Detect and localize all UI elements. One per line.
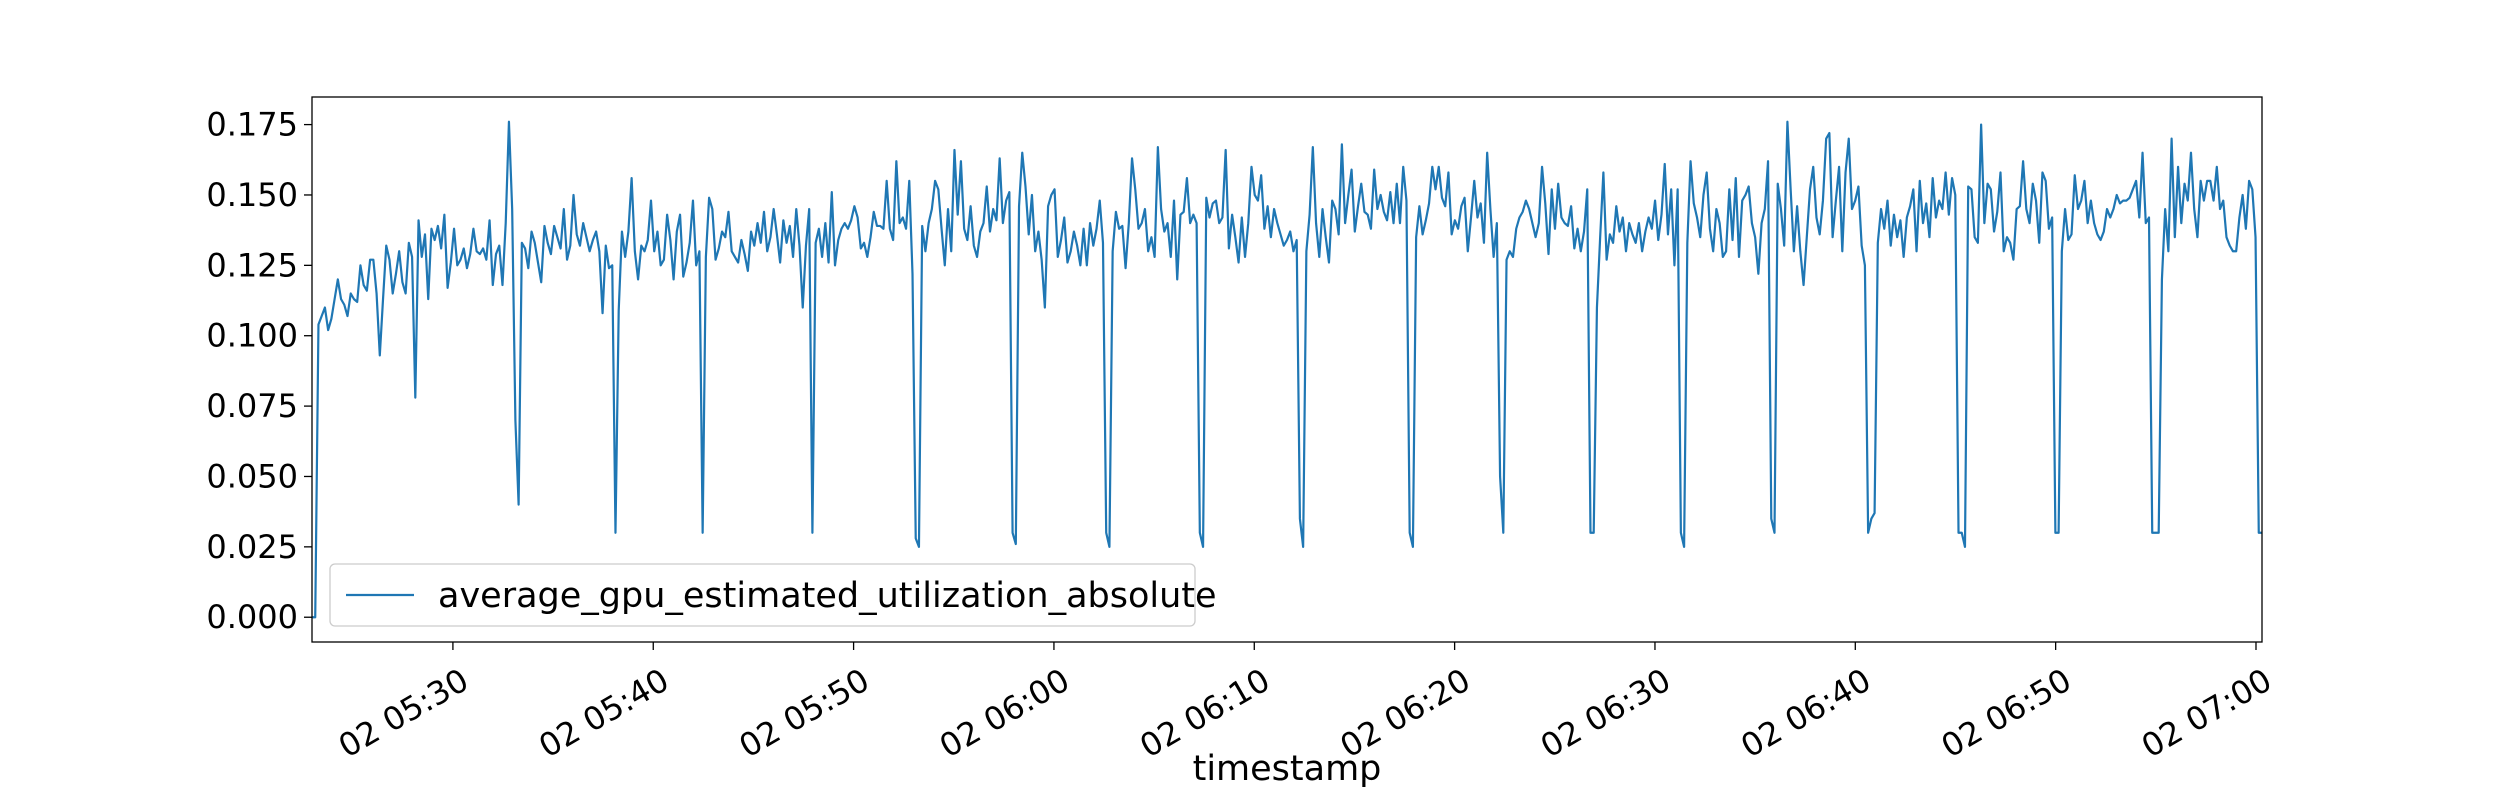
legend-label: average_gpu_estimated_utilization_absolu… <box>438 576 1217 616</box>
y-tick-label: 0.150 <box>206 176 298 214</box>
y-tick-label: 0.050 <box>206 457 298 495</box>
y-tick-label: 0.000 <box>206 598 298 636</box>
y-tick-label: 0.125 <box>206 246 298 284</box>
y-tick-label: 0.025 <box>206 528 298 566</box>
y-tick-label: 0.100 <box>206 317 298 355</box>
series-line <box>312 120 2262 619</box>
plot-area <box>312 97 2262 642</box>
legend: average_gpu_estimated_utilization_absolu… <box>329 563 1217 627</box>
plot-frame <box>311 96 2263 643</box>
legend-box <box>329 563 1196 627</box>
y-tick-label: 0.075 <box>206 387 298 425</box>
y-axis: 0.000 0.025 0.050 0.075 0.100 0.125 0.150 0.175 <box>206 106 312 636</box>
y-tick-label: 0.175 <box>206 106 298 144</box>
x-axis-title: timestamp <box>1193 749 1382 789</box>
